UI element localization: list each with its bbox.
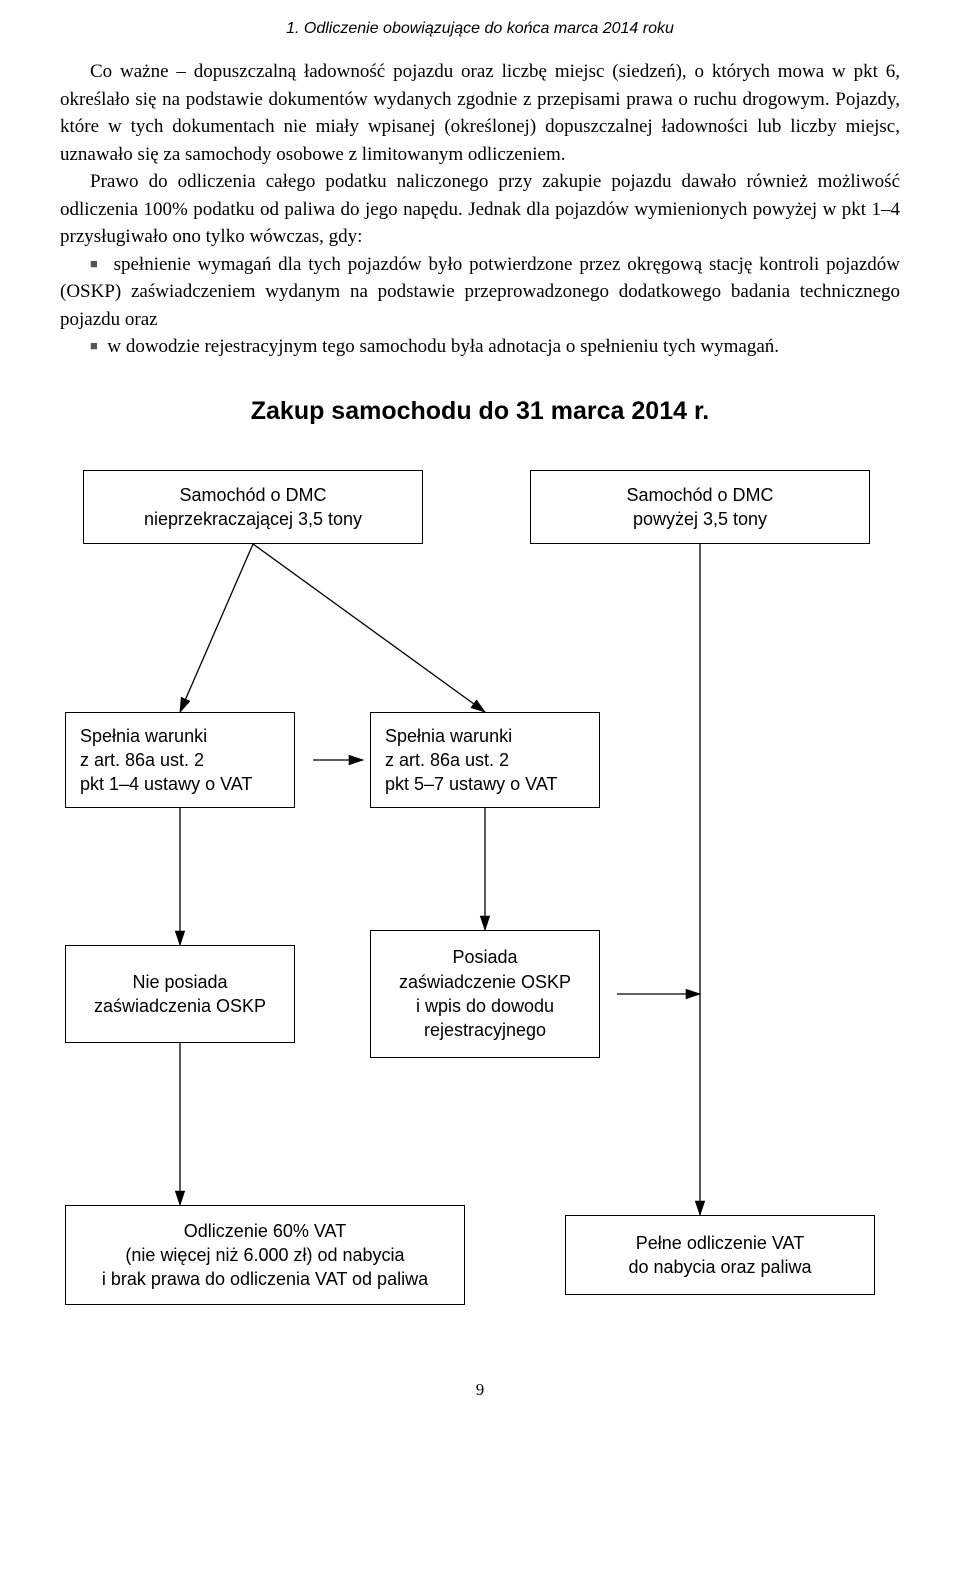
section-title: Zakup samochodu do 31 marca 2014 r. [60,397,900,426]
bullet-1-text: spełnienie wymagań dla tych pojazdów był… [60,254,900,330]
paragraph-1: Co ważne – dopuszczalną ładowność pojazd… [60,58,900,168]
flow-node-e: Nie posiadazaświadczenia OSKP [65,945,295,1043]
page-header: 1. Odliczenie obowiązujące do końca marc… [60,20,900,38]
flow-node-h: Pełne odliczenie VATdo nabycia oraz pali… [565,1215,875,1295]
flowchart: Samochód o DMCnieprzekraczającej 3,5 ton… [65,470,895,1350]
body-text: Co ważne – dopuszczalną ładowność pojazd… [60,58,900,361]
flow-node-b: Samochód o DMCpowyżej 3,5 tony [530,470,870,544]
flow-node-g: Odliczenie 60% VAT(nie więcej niż 6.000 … [65,1205,465,1305]
bullet-1: ■ spełnienie wymagań dla tych pojazdów b… [60,251,900,334]
paragraph-2: Prawo do odliczenia całego podatku nalic… [60,168,900,251]
flow-node-c: Spełnia warunkiz art. 86a ust. 2pkt 1–4 … [65,712,295,808]
bullet-2: ■ w dowodzie rejestracyjnym tego samocho… [60,333,900,361]
bullet-icon: ■ [90,256,100,271]
flow-node-a: Samochód o DMCnieprzekraczającej 3,5 ton… [83,470,423,544]
bullet-icon: ■ [90,338,98,353]
bullet-2-text: w dowodzie rejestracyjnym tego samochodu… [107,336,779,357]
page-number: 9 [60,1380,900,1400]
flow-node-d: Spełnia warunkiz art. 86a ust. 2pkt 5–7 … [370,712,600,808]
flow-node-f: Posiadazaświadczenie OSKPi wpis do dowod… [370,930,600,1058]
